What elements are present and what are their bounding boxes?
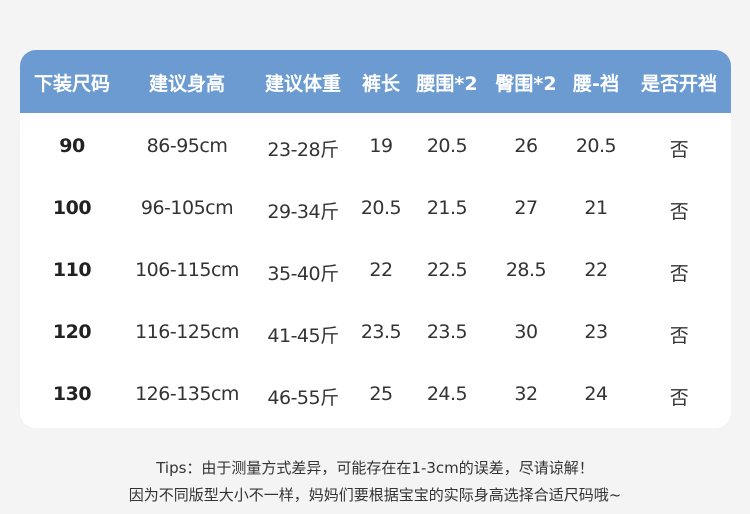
table-cell: 30 <box>514 321 538 343</box>
table-cell: 否 <box>669 325 689 347</box>
table-cell: 23-28斤 <box>267 139 339 161</box>
table-cell: 26 <box>514 135 538 157</box>
table-row: 130 126-135cm 46-55斤 25 24.5 32 24 否 <box>20 363 731 425</box>
table-row: 90 86-95cm 23-28斤 19 20.5 26 20.5 否 <box>20 115 731 177</box>
table-cell: 35-40斤 <box>267 263 339 285</box>
table-cell: 24.5 <box>426 383 468 405</box>
table-cell: 106-115cm <box>135 259 239 281</box>
table-cell: 22 <box>369 259 393 281</box>
table-cell: 21.5 <box>426 197 468 219</box>
table-cell: 24 <box>584 383 608 405</box>
table-cell: 41-45斤 <box>267 325 339 347</box>
column-header: 下装尺码 <box>33 73 111 95</box>
table-cell: 23.5 <box>360 321 402 343</box>
table-header: 下装尺码 建议身高 建议体重 裤长 腰围*2 臀围*2 腰-裆 是否开裆 <box>20 50 731 113</box>
table-cell: 22 <box>584 259 608 281</box>
table-cell: 21 <box>584 197 608 219</box>
column-header: 建议身高 <box>148 73 226 95</box>
column-header: 腰-裆 <box>573 73 619 95</box>
table-cell: 100 <box>52 197 92 219</box>
table-cell: 116-125cm <box>135 321 239 343</box>
table-cell: 28.5 <box>505 259 547 281</box>
table-cell: 19 <box>369 135 393 157</box>
table-cell: 否 <box>669 139 689 161</box>
column-header: 臀围*2 <box>495 73 557 95</box>
table-cell: 23 <box>584 321 608 343</box>
table-row: 100 96-105cm 29-34斤 20.5 21.5 27 21 否 <box>20 177 731 239</box>
table-cell: 90 <box>59 135 85 157</box>
table-cell: 25 <box>369 383 393 405</box>
column-header: 腰围*2 <box>416 73 478 95</box>
table-row: 120 116-125cm 41-45斤 23.5 23.5 30 23 否 <box>20 301 731 363</box>
table-cell: 46-55斤 <box>267 387 339 409</box>
table-cell: 否 <box>669 201 689 223</box>
column-header: 建议体重 <box>264 73 342 95</box>
tips-line-2: 因为不同版型大小不一样，妈妈们要根据宝宝的实际身高选择合适尺码哦~ <box>128 486 622 504</box>
table-cell: 否 <box>669 387 689 409</box>
table-cell: 86-95cm <box>146 135 228 157</box>
tips-line-1: Tips：由于测量方式差异，可能存在在1-3cm的误差，尽请谅解！ <box>156 459 594 477</box>
column-header: 是否开裆 <box>640 73 718 95</box>
table-cell: 29-34斤 <box>267 201 339 223</box>
table-cell: 20.5 <box>575 135 617 157</box>
table-cell: 20.5 <box>360 197 402 219</box>
table-row: 110 106-115cm 35-40斤 22 22.5 28.5 22 否 <box>20 239 731 301</box>
table-cell: 23.5 <box>426 321 468 343</box>
table-cell: 32 <box>514 383 538 405</box>
table-cell: 否 <box>669 263 689 285</box>
table-cell: 20.5 <box>426 135 468 157</box>
table-cell: 22.5 <box>426 259 468 281</box>
table-cell: 96-105cm <box>140 197 234 219</box>
table-cell: 27 <box>514 197 538 219</box>
table-cell: 130 <box>52 383 92 405</box>
table-cell: 120 <box>52 321 92 343</box>
size-chart-table: 下装尺码 建议身高 建议体重 裤长 腰围*2 臀围*2 腰-裆 是否开裆 90 86-95cm 2… <box>20 50 731 428</box>
table-cell: 126-135cm <box>135 383 239 405</box>
table-cell: 110 <box>52 259 92 281</box>
column-header: 裤长 <box>361 73 401 95</box>
